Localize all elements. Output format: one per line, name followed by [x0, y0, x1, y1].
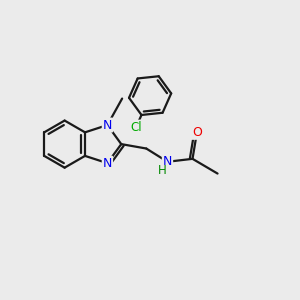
Text: N: N [103, 157, 112, 170]
Text: N: N [103, 118, 112, 132]
Text: H: H [158, 164, 167, 176]
Text: Cl: Cl [130, 121, 142, 134]
Text: O: O [192, 126, 202, 139]
Text: N: N [163, 155, 172, 168]
